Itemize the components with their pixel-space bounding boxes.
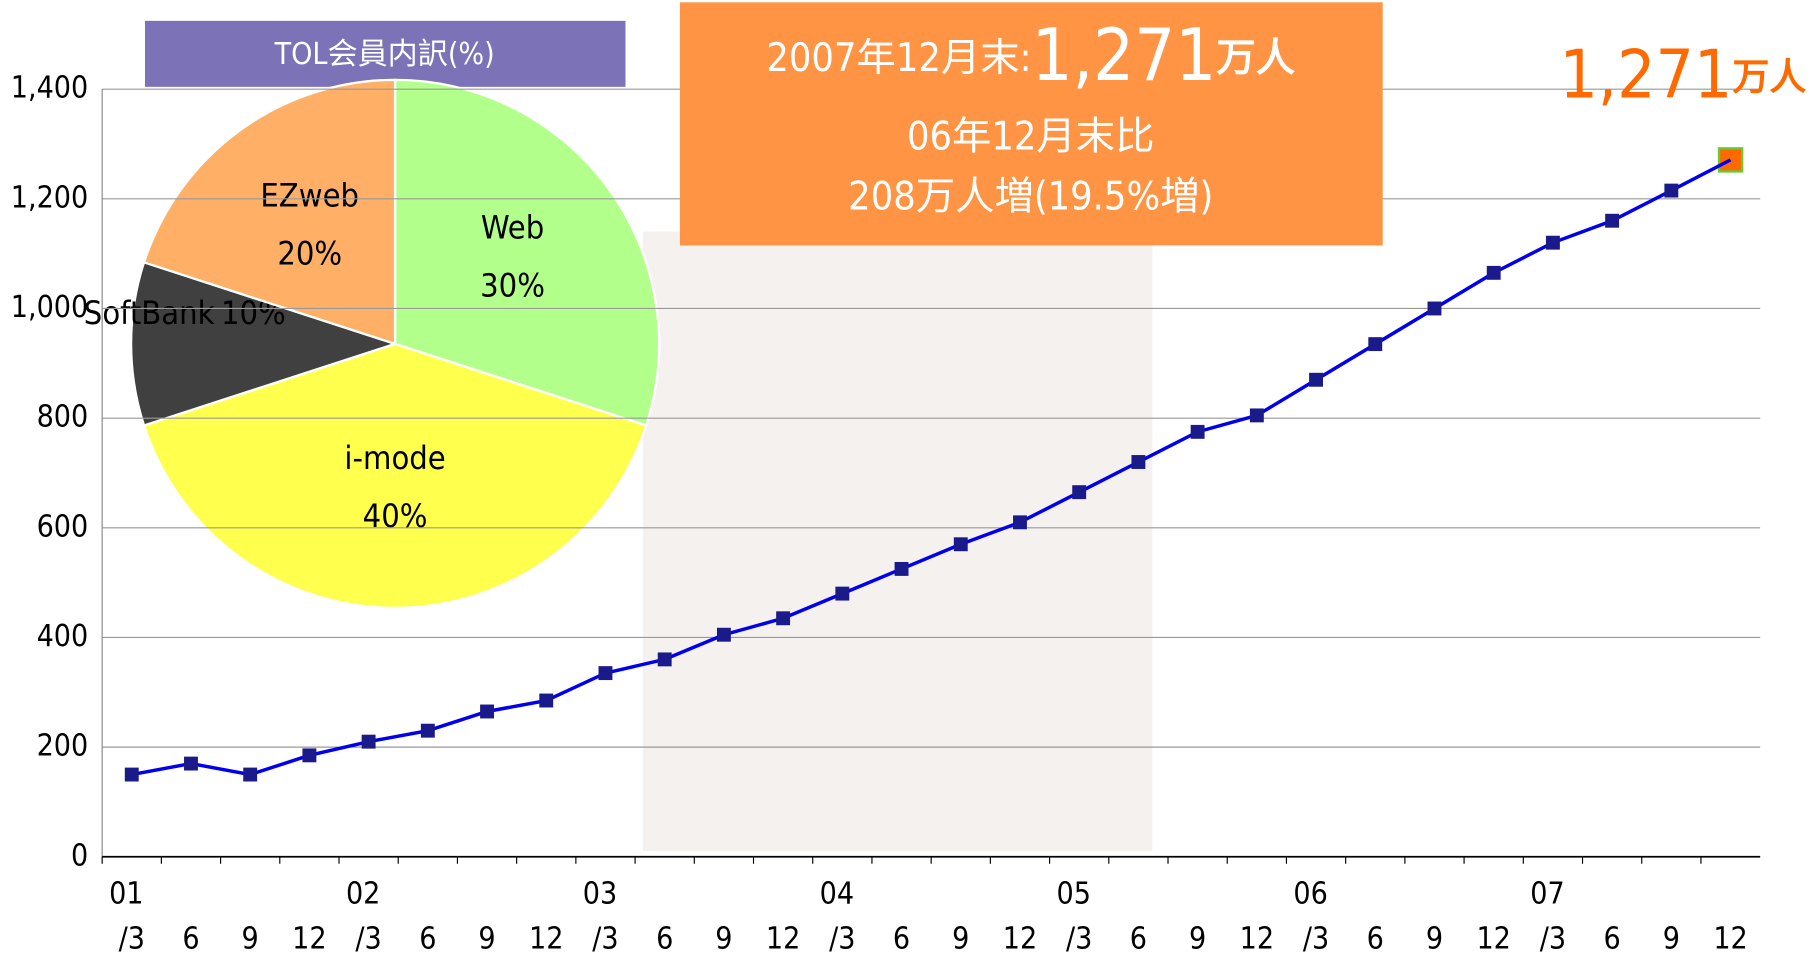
x-tick-label: 9 <box>1189 922 1206 957</box>
pie-value: 30% <box>480 266 545 304</box>
x-tick-label: 9 <box>478 922 495 957</box>
marker <box>895 562 909 576</box>
chart: TOL会員内訳(%)Web30%i-mode40%SoftBank10%EZwe… <box>0 0 1816 961</box>
x-tick-label: /3 <box>119 922 145 957</box>
callout-line3: 208万人増(19.5%増) <box>848 174 1213 220</box>
marker <box>1368 337 1382 351</box>
marker <box>1309 373 1323 387</box>
marker <box>421 724 435 738</box>
x-tick-label: 12 <box>292 922 326 957</box>
y-tick-label: 1,400 <box>11 71 88 106</box>
marker <box>1131 455 1145 469</box>
photo-placeholder <box>643 232 1152 851</box>
pie-label: Web <box>481 209 544 247</box>
x-tick-label: /3 <box>592 922 618 957</box>
x-tick-label: 9 <box>952 922 969 957</box>
pie-label: SoftBank <box>84 294 215 332</box>
x-tick-label: /3 <box>1540 922 1566 957</box>
year-label: 02 <box>346 877 380 912</box>
end-label: 1,271万人 <box>1559 35 1806 113</box>
marker <box>1072 485 1086 499</box>
pie-value: 40% <box>363 497 428 535</box>
x-tick-label: 6 <box>419 922 436 957</box>
marker <box>835 587 849 601</box>
x-tick-label: 9 <box>715 922 732 957</box>
marker <box>658 652 672 666</box>
marker <box>1664 184 1678 198</box>
x-tick-label: 12 <box>1003 922 1037 957</box>
year-label: 07 <box>1530 877 1564 912</box>
pie-label: EZweb <box>260 176 359 214</box>
x-tick-label: /3 <box>829 922 855 957</box>
y-tick-label: 600 <box>37 509 89 544</box>
x-tick-label: 6 <box>656 922 673 957</box>
marker <box>1487 266 1501 280</box>
marker <box>599 666 613 680</box>
pie-value: 20% <box>277 234 342 272</box>
x-tick-label: 9 <box>1663 922 1680 957</box>
y-tick-label: 800 <box>37 400 89 435</box>
pie-title: TOL会員内訳(%) <box>274 37 495 72</box>
x-tick-label: 12 <box>1713 922 1747 957</box>
x-tick-label: 9 <box>242 922 259 957</box>
marker <box>302 748 316 762</box>
x-tick-label: 6 <box>1367 922 1384 957</box>
marker <box>243 768 257 782</box>
x-tick-label: 12 <box>766 922 800 957</box>
pie-label: i-mode <box>344 439 445 477</box>
x-tick-label: 12 <box>529 922 563 957</box>
marker <box>954 537 968 551</box>
year-label: 01 <box>109 877 143 912</box>
x-tick-label: 6 <box>182 922 199 957</box>
marker <box>1605 214 1619 228</box>
x-tick-label: 12 <box>1240 922 1274 957</box>
year-label: 04 <box>820 877 854 912</box>
year-label: 06 <box>1293 877 1327 912</box>
y-tick-label: 0 <box>71 838 88 873</box>
x-tick-label: 12 <box>1476 922 1510 957</box>
year-label: 03 <box>583 877 617 912</box>
marker <box>362 735 376 749</box>
y-tick-label: 200 <box>37 729 89 764</box>
marker <box>480 705 494 719</box>
marker <box>125 768 139 782</box>
x-tick-label: /3 <box>1303 922 1329 957</box>
x-tick-label: 6 <box>1604 922 1621 957</box>
y-tick-label: 1,000 <box>11 290 88 325</box>
y-tick-label: 1,200 <box>11 180 88 215</box>
year-label: 05 <box>1057 877 1091 912</box>
marker <box>717 628 731 642</box>
x-tick-label: /3 <box>355 922 381 957</box>
marker <box>1546 236 1560 250</box>
callout-line2: 06年12月末比 <box>907 113 1155 159</box>
x-tick-label: 6 <box>893 922 910 957</box>
marker <box>1013 515 1027 529</box>
marker <box>1191 425 1205 439</box>
x-tick-label: 9 <box>1426 922 1443 957</box>
x-tick-label: /3 <box>1066 922 1092 957</box>
marker <box>539 694 553 708</box>
y-tick-label: 400 <box>37 619 89 654</box>
marker <box>1428 302 1442 316</box>
marker <box>1250 408 1264 422</box>
x-tick-label: 6 <box>1130 922 1147 957</box>
marker <box>184 757 198 771</box>
marker <box>776 611 790 625</box>
